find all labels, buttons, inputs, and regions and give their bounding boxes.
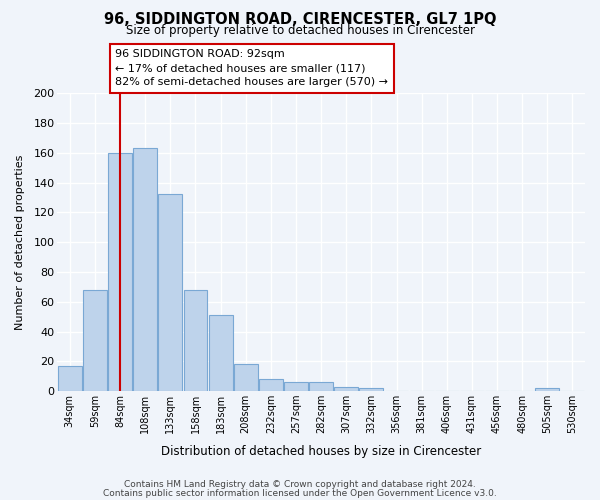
Text: Contains public sector information licensed under the Open Government Licence v3: Contains public sector information licen…	[103, 488, 497, 498]
Bar	[359, 388, 383, 391]
X-axis label: Distribution of detached houses by size in Cirencester: Distribution of detached houses by size …	[161, 444, 481, 458]
Bar	[284, 382, 308, 391]
Bar	[309, 382, 333, 391]
Bar	[259, 379, 283, 391]
Text: 96 SIDDINGTON ROAD: 92sqm
← 17% of detached houses are smaller (117)
82% of semi: 96 SIDDINGTON ROAD: 92sqm ← 17% of detac…	[115, 49, 388, 87]
Bar	[158, 194, 182, 391]
Bar	[184, 290, 208, 391]
Y-axis label: Number of detached properties: Number of detached properties	[15, 154, 25, 330]
Bar	[209, 315, 233, 391]
Bar	[108, 153, 132, 391]
Bar	[535, 388, 559, 391]
Bar	[133, 148, 157, 391]
Text: Contains HM Land Registry data © Crown copyright and database right 2024.: Contains HM Land Registry data © Crown c…	[124, 480, 476, 489]
Text: Size of property relative to detached houses in Cirencester: Size of property relative to detached ho…	[125, 24, 475, 37]
Bar	[83, 290, 107, 391]
Bar	[58, 366, 82, 391]
Bar	[334, 386, 358, 391]
Bar	[234, 364, 257, 391]
Text: 96, SIDDINGTON ROAD, CIRENCESTER, GL7 1PQ: 96, SIDDINGTON ROAD, CIRENCESTER, GL7 1P…	[104, 12, 496, 28]
